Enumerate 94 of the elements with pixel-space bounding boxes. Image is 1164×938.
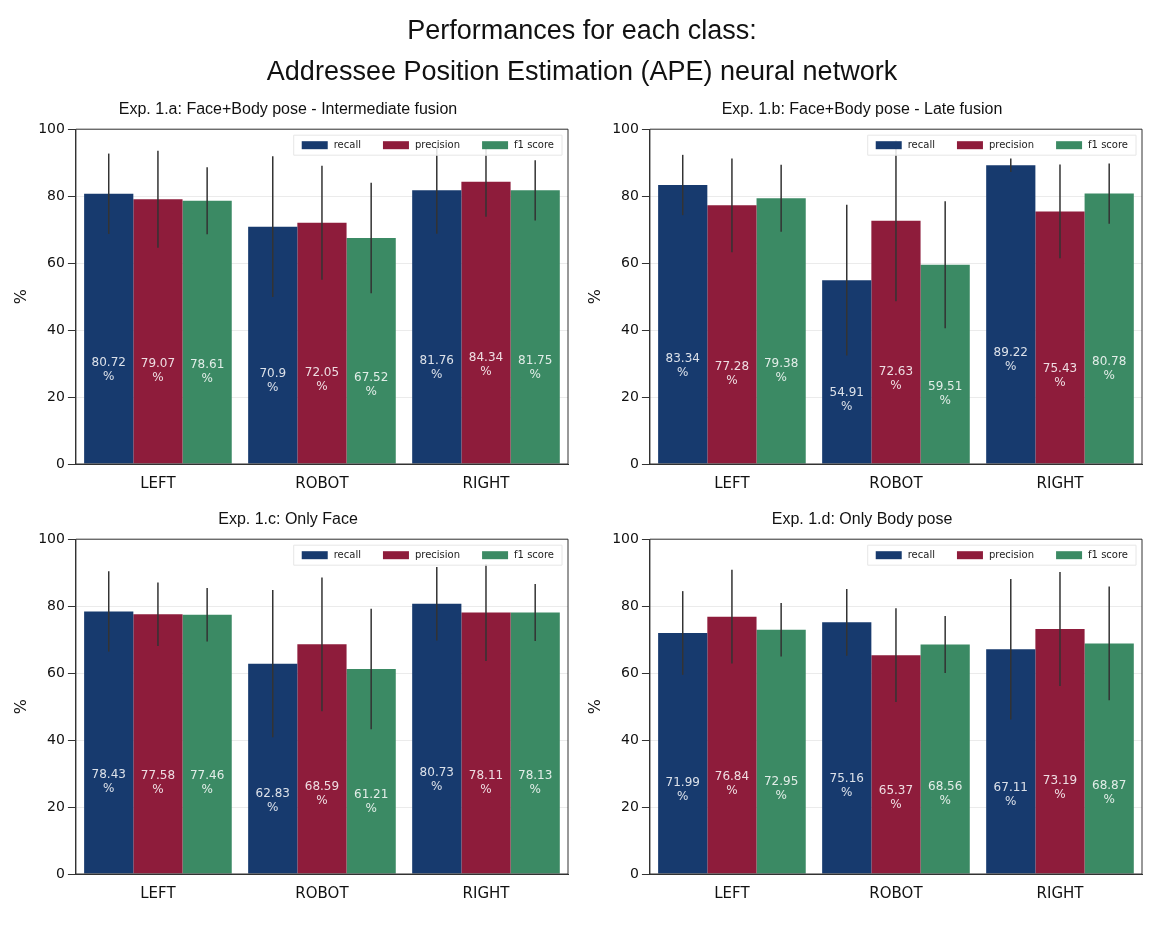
y-tick-label: 60 — [47, 663, 65, 680]
data-label: 73.19 % — [1042, 773, 1078, 802]
data-label: 78.43 % — [91, 767, 126, 796]
x-tick-label: LEFT — [140, 883, 177, 902]
y-tick-label: 100 — [38, 529, 65, 546]
y-tick-label: 100 — [38, 119, 65, 136]
legend-label: f1 score — [514, 548, 555, 560]
text: Addressee Position Estimation (APE) neural network — [265, 55, 899, 88]
chart-title: Exp. 1.b: Face+Body pose - Late fusion — [721, 100, 1003, 118]
y-tick-label: 0 — [56, 864, 65, 881]
legend-label: f1 score — [1088, 548, 1129, 560]
y-tick-label: 80 — [621, 596, 639, 613]
data-label: 77.28 % — [714, 358, 750, 387]
data-label: 80.73 % — [419, 764, 454, 793]
y-tick-label: 0 — [56, 454, 65, 471]
y-tick-label: 100 — [612, 119, 639, 136]
x-tick-label: RIGHT — [462, 473, 511, 492]
legend-label: precision — [988, 138, 1035, 150]
data-label: 70.9 % — [259, 366, 287, 395]
y-axis-title: % — [10, 289, 30, 305]
legend-label: f1 score — [1088, 138, 1129, 150]
y-tick-label: 80 — [621, 186, 639, 203]
data-label: 72.63 % — [878, 364, 914, 393]
y-tick-label: 20 — [47, 797, 65, 814]
data-label: 78.61 % — [189, 357, 225, 386]
data-label: 65.37 % — [878, 782, 914, 811]
data-label: 67.11 % — [993, 780, 1028, 809]
data-label: 68.56 % — [927, 778, 963, 807]
x-tick-label: LEFT — [714, 883, 751, 902]
data-label: 78.11 % — [468, 767, 504, 796]
y-axis-title: % — [10, 699, 30, 715]
x-tick-label: ROBOT — [295, 473, 350, 492]
y-tick-label: 40 — [47, 320, 65, 337]
y-tick-label: 0 — [630, 454, 639, 471]
y-tick-label: 20 — [47, 387, 65, 404]
x-tick-label: RIGHT — [1036, 883, 1085, 902]
data-label: 81.76 % — [419, 353, 454, 382]
data-label: 62.83 % — [255, 785, 290, 814]
y-axis-title: % — [584, 289, 604, 305]
data-label: 79.07 % — [140, 356, 176, 385]
legend-label: recall — [333, 548, 361, 560]
x-tick-label: LEFT — [714, 473, 751, 492]
data-label: 78.13 % — [518, 767, 553, 796]
data-label: 75.43 % — [1042, 360, 1078, 389]
data-label: 72.95 % — [763, 773, 799, 802]
x-tick-label: LEFT — [140, 473, 177, 492]
data-label: 67.52 % — [353, 370, 389, 399]
data-label: 68.87 % — [1092, 778, 1127, 807]
x-tick-label: RIGHT — [462, 883, 511, 902]
legend-label: recall — [333, 138, 361, 150]
y-tick-label: 60 — [621, 253, 639, 270]
x-tick-label: ROBOT — [869, 473, 924, 492]
y-tick-label: 60 — [621, 663, 639, 680]
y-tick-label: 20 — [621, 797, 639, 814]
y-tick-label: 80 — [47, 186, 65, 203]
data-label: 89.22 % — [993, 344, 1028, 373]
legend-label: f1 score — [514, 138, 555, 150]
text: Performances for each class: — [406, 14, 758, 47]
legend-label: recall — [907, 138, 935, 150]
data-label: 77.46 % — [189, 768, 225, 797]
y-tick-label: 40 — [47, 730, 65, 747]
legend-label: precision — [414, 138, 461, 150]
legend-label: precision — [414, 548, 461, 560]
chart-title: Exp. 1.c: Only Face — [218, 510, 358, 528]
x-tick-label: ROBOT — [869, 883, 924, 902]
data-label: 54.91 % — [829, 384, 864, 413]
data-label: 71.99 % — [665, 774, 700, 803]
data-label: 59.51 % — [927, 379, 963, 408]
data-label: 80.72 % — [91, 354, 126, 383]
data-label: 84.34 % — [468, 350, 504, 379]
data-label: 79.38 % — [763, 356, 799, 385]
x-tick-label: ROBOT — [295, 883, 350, 902]
data-label: 83.34 % — [665, 351, 700, 380]
data-label: 80.78 % — [1092, 354, 1127, 383]
chart-title: Exp. 1.a: Face+Body pose - Intermediate fusion — [118, 100, 458, 118]
data-label: 81.75 % — [518, 353, 553, 382]
y-axis-title: % — [584, 699, 604, 715]
y-tick-label: 80 — [47, 596, 65, 613]
data-label: 77.58 % — [140, 768, 176, 797]
data-label: 61.21 % — [353, 787, 389, 816]
data-label: 68.59 % — [304, 778, 340, 807]
data-label: 72.05 % — [304, 364, 340, 393]
y-tick-label: 0 — [630, 864, 639, 881]
data-label: 76.84 % — [714, 769, 750, 798]
x-tick-label: RIGHT — [1036, 473, 1085, 492]
y-tick-label: 20 — [621, 387, 639, 404]
legend-label: precision — [988, 548, 1035, 560]
y-tick-label: 60 — [47, 253, 65, 270]
y-tick-label: 100 — [612, 529, 639, 546]
chart-title: Exp. 1.d: Only Body pose — [771, 510, 953, 528]
data-label: 75.16 % — [829, 771, 864, 800]
y-tick-label: 40 — [621, 730, 639, 747]
y-tick-label: 40 — [621, 320, 639, 337]
legend-label: recall — [907, 548, 935, 560]
